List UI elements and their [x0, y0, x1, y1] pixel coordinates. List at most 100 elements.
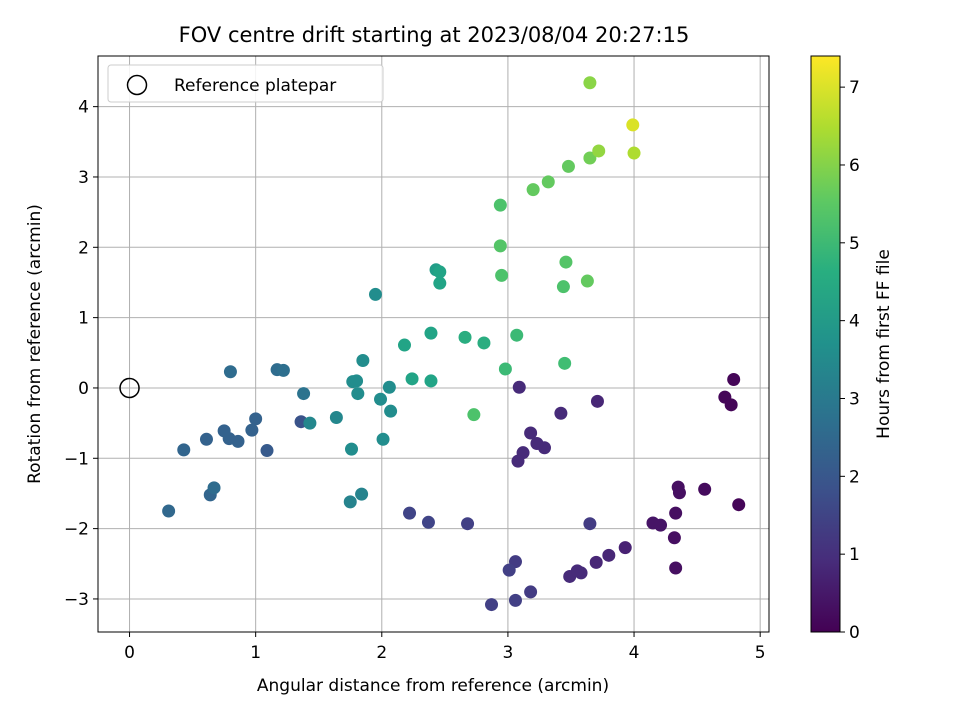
scatter-point: [512, 380, 526, 394]
y-tick-label: −2: [64, 520, 89, 540]
scatter-point: [669, 506, 683, 520]
scatter-point: [433, 265, 447, 279]
scatter-point: [297, 387, 311, 401]
scatter-point: [526, 183, 540, 197]
colorbar-tick-label: 6: [849, 156, 860, 176]
scatter-point: [580, 274, 594, 288]
scatter-point: [374, 392, 388, 406]
scatter-point: [724, 398, 738, 412]
scatter-point: [583, 517, 597, 531]
scatter-point: [350, 374, 364, 388]
x-axis-label: Angular distance from reference (arcmin): [257, 676, 609, 696]
scatter-point: [424, 374, 438, 388]
colorbar-tick-label: 5: [849, 234, 860, 254]
scatter-point: [461, 517, 475, 531]
reference-marker-layer: [119, 377, 140, 399]
colorbar-tick-label: 0: [849, 623, 860, 643]
legend: Reference platepar: [107, 64, 384, 103]
y-tick-label: 1: [78, 309, 89, 329]
colorbar-tick-label: 1: [849, 545, 860, 565]
scatter-points: [162, 76, 746, 612]
x-tick-label: 2: [376, 643, 387, 663]
scatter-point: [583, 151, 597, 165]
scatter-point: [303, 416, 317, 430]
x-tick-label: 0: [124, 643, 135, 663]
scatter-point: [177, 443, 191, 457]
y-tick-label: 3: [78, 168, 89, 188]
scatter-point: [602, 548, 616, 562]
y-tick-label: −3: [64, 590, 89, 610]
scatter-point: [368, 287, 382, 301]
scatter-point: [510, 328, 524, 342]
x-tick-label: 3: [503, 643, 514, 663]
scatter-point: [618, 541, 632, 555]
colorbar-label: Hours from first FF file: [874, 249, 894, 439]
y-tick-label: 4: [78, 98, 89, 118]
scatter-point: [245, 423, 259, 437]
x-tick-label: 1: [250, 643, 261, 663]
scatter-point: [498, 362, 512, 376]
scatter-point: [559, 255, 573, 269]
scatter-point: [424, 326, 438, 340]
scatter-point: [384, 404, 398, 418]
scatter-point: [405, 372, 419, 386]
scatter-point: [376, 432, 390, 446]
scatter-point: [508, 593, 522, 607]
scatter-point: [329, 410, 343, 424]
scatter-point: [589, 555, 603, 569]
scatter-point: [554, 406, 568, 420]
scatter-point: [511, 454, 525, 468]
reference-marker: [119, 377, 140, 399]
scatter-point: [217, 424, 231, 438]
scatter-point: [672, 486, 686, 500]
scatter-point: [626, 118, 640, 132]
scatter-point: [162, 504, 176, 518]
scatter-point: [732, 498, 746, 512]
scatter-point: [421, 515, 435, 529]
scatter-point: [524, 426, 538, 440]
scatter-point: [199, 432, 213, 446]
colorbar-tick-label: 2: [849, 467, 860, 487]
scatter-point: [541, 175, 555, 189]
scatter-point: [343, 495, 357, 509]
scatter-point: [276, 363, 290, 377]
scatter-point: [570, 564, 584, 578]
scatter-point: [403, 506, 417, 520]
colorbar-tick-label: 4: [849, 312, 860, 332]
y-axis-ticks: −3 −2 −1 0 1 2 3 4: [64, 98, 98, 610]
scatter-point: [667, 531, 681, 545]
legend-reference-label: Reference platepar: [174, 76, 336, 96]
scatter-point: [382, 380, 396, 394]
scatter-point: [351, 387, 365, 401]
scatter-point: [458, 330, 472, 344]
scatter-point: [627, 146, 641, 160]
scatter-point: [345, 442, 359, 456]
scatter-point: [530, 437, 544, 451]
scatter-point: [467, 408, 481, 422]
scatter-point: [502, 563, 516, 577]
scatter-point: [524, 585, 538, 599]
scatter-point: [561, 159, 575, 173]
plot-frame: [97, 55, 770, 633]
colorbar: [810, 55, 841, 633]
scatter-point: [592, 144, 606, 158]
scatter-point: [260, 444, 274, 458]
scatter-point: [223, 365, 237, 379]
scatter-point: [495, 268, 509, 282]
scatter-point: [397, 338, 411, 352]
y-tick-label: 2: [78, 238, 89, 258]
scatter-point: [558, 356, 572, 370]
x-axis-ticks: 0 1 2 3 4 5: [124, 632, 766, 663]
grid: [98, 56, 769, 632]
legend-reference-marker: [126, 74, 148, 96]
colorbar-ticks: 0 1 2 3 4 5 6 7: [840, 78, 860, 643]
scatter-point: [590, 394, 604, 408]
chart-title: FOV centre drift starting at 2023/08/04 …: [179, 23, 690, 47]
scatter-point: [433, 276, 447, 290]
scatter-point: [556, 280, 570, 294]
scatter-point: [355, 487, 369, 501]
scatter-point: [207, 481, 221, 495]
y-axis-label: Rotation from reference (arcmin): [25, 204, 45, 484]
